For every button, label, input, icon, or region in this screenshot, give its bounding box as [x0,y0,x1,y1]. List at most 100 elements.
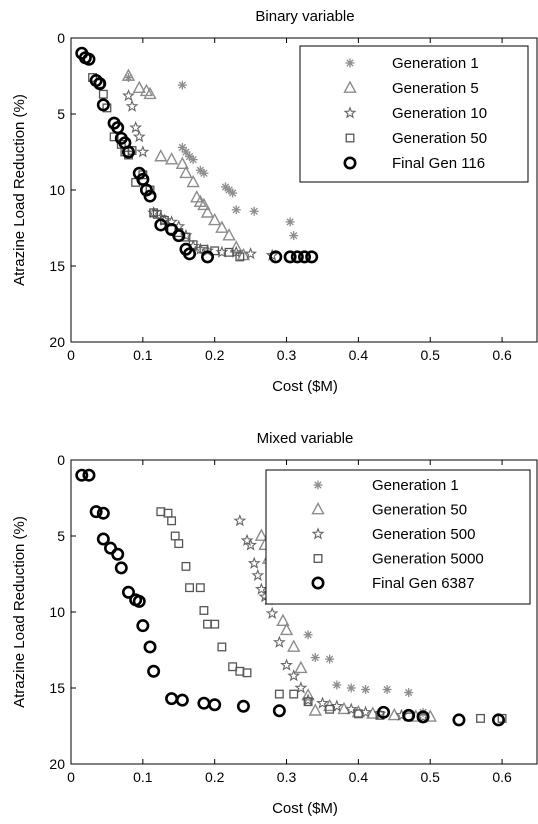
data-point [265,606,279,619]
y-tick-label: 0 [57,30,65,46]
mixed-variable-chart: Mixed variable Atrazine Load Reduction (… [11,430,538,817]
data-point [269,250,283,264]
data-point [102,103,112,113]
data-point [283,250,297,264]
x-tick-label: 0.3 [277,769,297,785]
data-point [114,561,128,575]
data-point [249,206,259,216]
data-point [177,80,187,90]
data-point [121,145,135,159]
data-point [121,585,135,599]
data-point [231,205,241,215]
data-point [294,660,308,674]
legend-entry: Generation 5 [392,80,479,97]
data-point [156,507,166,517]
data-point [242,668,252,678]
data-point [175,156,190,170]
legend-marker [345,133,355,143]
data-point [208,212,222,226]
data-point [181,561,191,571]
data-point [290,250,304,264]
legend-entry: Generation 50 [372,502,467,519]
data-point [165,692,179,706]
data-point [325,704,335,714]
data-point [163,508,173,518]
data-point [491,713,505,727]
data-point [199,168,209,178]
data-point [174,539,184,549]
x-tick-label: 0.4 [349,769,369,785]
legend-marker [311,502,325,515]
data-point [154,149,168,162]
data-point [224,247,234,257]
data-point [177,142,187,152]
data-point [228,188,238,198]
data-point [125,99,139,112]
data-point [265,248,279,261]
data-point [279,622,294,636]
data-point [167,516,177,526]
data-point [172,229,186,243]
data-point [254,528,269,541]
x-tick-label: 0 [67,347,75,363]
series-generation-1 [123,73,299,241]
data-point [96,98,110,112]
x-tick-label: 0.1 [133,347,153,363]
y-tick-label: 15 [49,680,65,696]
data-point [181,232,191,242]
data-point [346,683,356,693]
y-tick-label: 20 [49,334,65,350]
y-tick-label: 0 [57,452,65,468]
data-point [228,662,238,672]
data-point [276,613,290,627]
data-points [75,46,319,264]
legend-entry: Final Gen 6387 [372,575,475,592]
x-tick-label: 0.4 [349,347,369,363]
y-tick-label: 5 [57,528,65,544]
data-point [122,89,135,102]
legend-box [265,469,531,605]
x-axis-label: Cost ($M) [272,378,338,395]
data-point [136,145,150,158]
legend-entry: Generation 5000 [372,551,484,568]
legend-marker [313,480,323,490]
data-point [452,713,466,727]
data-point [215,220,229,233]
data-point [287,669,301,682]
data-point [305,250,319,264]
data-point [251,568,265,581]
x-tick-label: 0.2 [205,347,225,363]
data-point [89,505,103,519]
data-point [235,666,245,676]
data-point [164,152,179,165]
legend-entry: Generation 1 [372,477,459,494]
data-point [280,658,293,671]
data-point [154,218,168,232]
data-point [289,231,299,241]
data-point [136,172,150,186]
data-point [353,709,363,719]
data-point [195,583,205,593]
data-point [247,556,261,569]
y-tick-label: 10 [49,182,65,198]
data-point [303,697,313,707]
data-point [132,80,146,94]
data-point [111,121,125,135]
data-point [402,708,416,722]
data-point [170,531,180,541]
legend-marker [343,80,357,93]
data-point [88,73,98,82]
legend: Generation 1 Generation 50 Generation 500 G… [265,469,531,605]
data-point [132,130,146,143]
data-point [179,165,193,179]
x-tick-label: 0.3 [277,347,297,363]
data-point [332,680,342,690]
data-point [210,619,220,629]
series-generation-1 [303,630,428,717]
data-point [404,688,414,698]
legend-entry: Generation 50 [392,130,487,147]
x-tick-label: 0.2 [205,769,225,785]
data-point [377,705,391,719]
data-point [82,52,96,66]
data-point [98,89,108,99]
